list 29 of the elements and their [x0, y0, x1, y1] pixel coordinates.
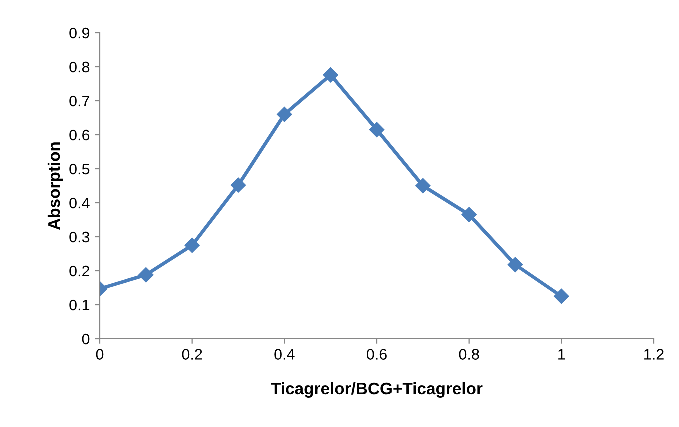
- y-tick-label: 0.4: [70, 198, 90, 209]
- x-axis-title: Ticagrelor/BCG+Ticagrelor: [271, 382, 483, 398]
- y-tick-label: 0.7: [70, 96, 90, 107]
- x-tick-label: 1.2: [644, 349, 664, 360]
- point: [508, 257, 524, 272]
- y-tick-label: 0.3: [70, 232, 90, 243]
- point: [277, 107, 292, 122]
- y-tick-label: 0: [82, 334, 90, 345]
- x-tick-label: 0.2: [182, 349, 202, 360]
- y-tick-label: 0.9: [70, 28, 90, 39]
- point: [462, 207, 477, 222]
- x-tick-label: 0: [96, 349, 104, 360]
- x-tick-label: 0.4: [274, 349, 295, 360]
- point: [323, 68, 338, 83]
- y-tick-label: 0.6: [70, 130, 90, 141]
- y-tick-label: 0.2: [70, 266, 90, 277]
- y-tick-label: 0.5: [70, 164, 90, 175]
- x-tick-label: 0.6: [366, 349, 387, 360]
- point: [554, 288, 570, 304]
- point: [416, 178, 431, 194]
- x-tick-label: 1: [558, 349, 566, 360]
- x-tick-label: 0.8: [459, 349, 480, 360]
- y-tick-label: 0.1: [70, 300, 90, 311]
- point: [230, 178, 246, 193]
- point: [138, 268, 154, 283]
- y-axis-title: Absorption: [48, 142, 64, 230]
- point: [369, 122, 385, 138]
- point: [184, 238, 200, 254]
- y-tick-label: 0.8: [70, 62, 90, 73]
